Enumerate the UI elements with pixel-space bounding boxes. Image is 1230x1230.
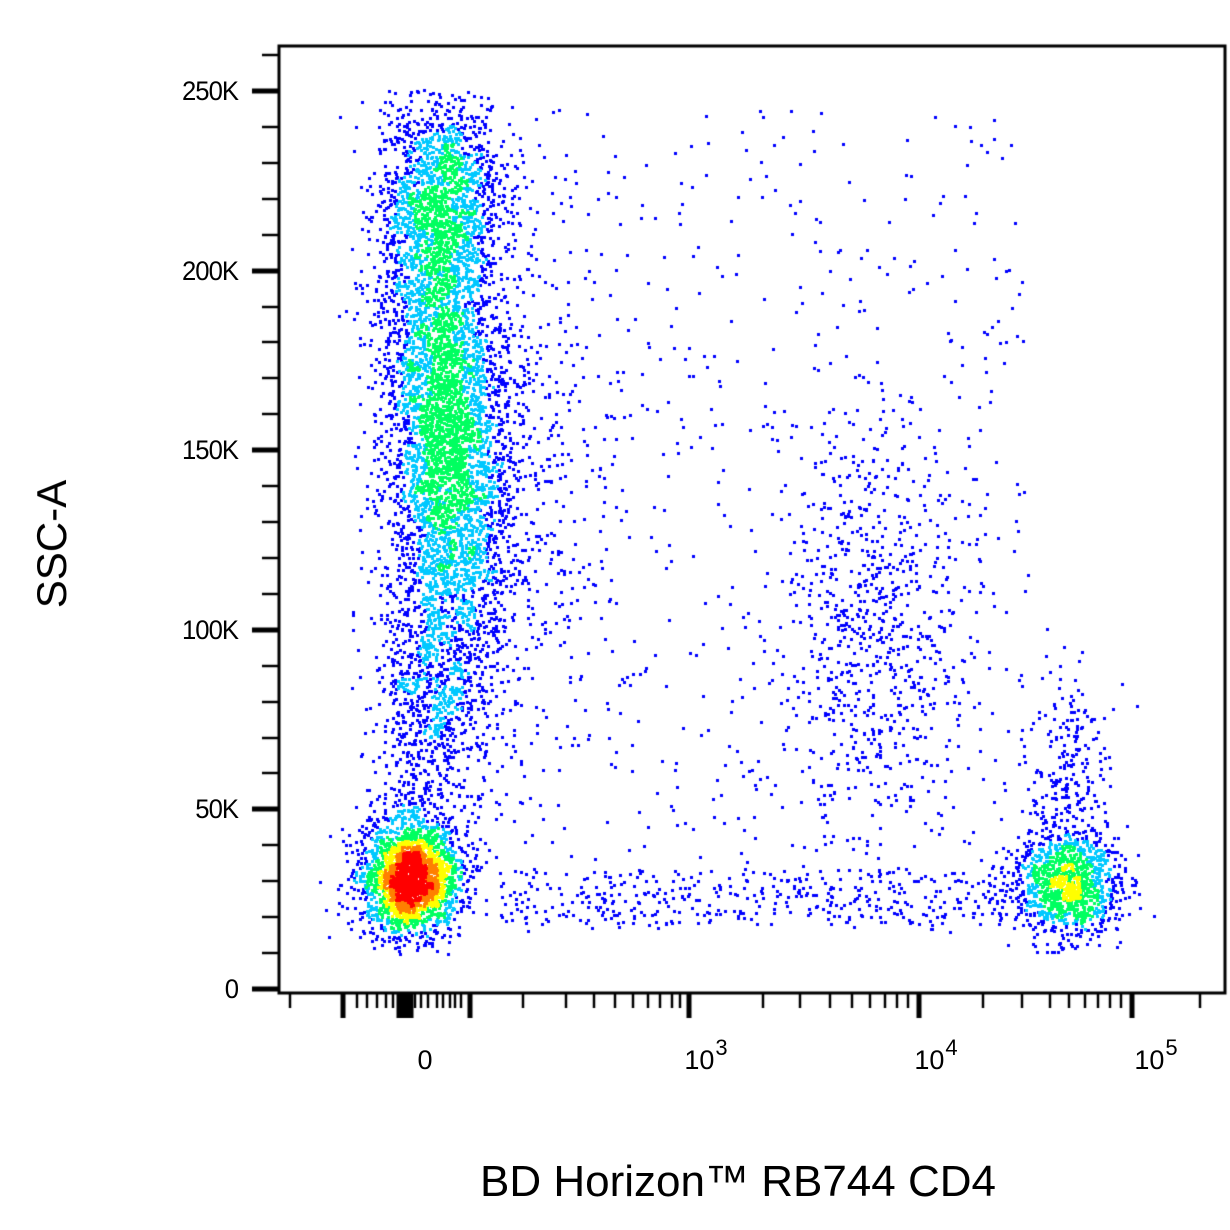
y-tick-label: 0 <box>224 974 239 1004</box>
x-tick-label: 105 <box>1134 1035 1178 1075</box>
x-tick-label: 103 <box>684 1035 728 1075</box>
x-tick-label: 104 <box>914 1035 958 1075</box>
y-tick-label: 150K <box>181 435 239 466</box>
y-tick-label: 250K <box>181 76 239 106</box>
y-tick-label: 50K <box>195 794 239 825</box>
y-tick-label: 200K <box>181 255 239 286</box>
y-tick-label: 100K <box>181 614 239 645</box>
y-axis-title: SSC-A <box>28 479 75 609</box>
x-axis-title: BD Horizon™ RB744 CD4 <box>480 1157 996 1206</box>
x-tick-label: 0 <box>417 1045 433 1075</box>
